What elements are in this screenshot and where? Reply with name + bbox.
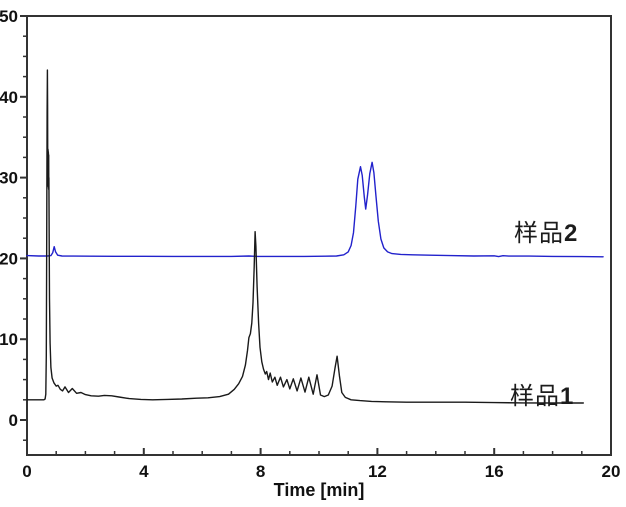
- x-tick-label: 0: [22, 462, 31, 481]
- y-tick-label: 50: [0, 7, 18, 26]
- x-tick-label: 8: [256, 462, 265, 481]
- x-tick-label: 12: [368, 462, 387, 481]
- y-tick-label: 0: [9, 411, 18, 430]
- series-label-sample2-text: 样品: [514, 220, 564, 247]
- x-tick-label: 4: [139, 462, 149, 481]
- series-label-sample2: 样品2: [514, 213, 578, 248]
- x-tick-label: 20: [602, 462, 621, 481]
- series-label-sample2-number: 2: [564, 220, 579, 247]
- trace-sample2: [26, 161, 604, 258]
- trace-sample1: [26, 69, 584, 404]
- x-tick-label: 16: [485, 462, 504, 481]
- y-tick-label: 20: [0, 249, 18, 268]
- series-label-sample1-number: 1: [560, 383, 575, 410]
- y-tick-label: 10: [0, 330, 18, 349]
- x-axis-title: Time [min]: [274, 480, 365, 500]
- series-label-sample1-text: 样品: [510, 383, 560, 410]
- series-layer: [26, 69, 604, 404]
- series-label-sample1: 样品1: [510, 376, 574, 411]
- y-tick-label: 40: [0, 88, 18, 107]
- y-tick-label: 30: [0, 169, 18, 188]
